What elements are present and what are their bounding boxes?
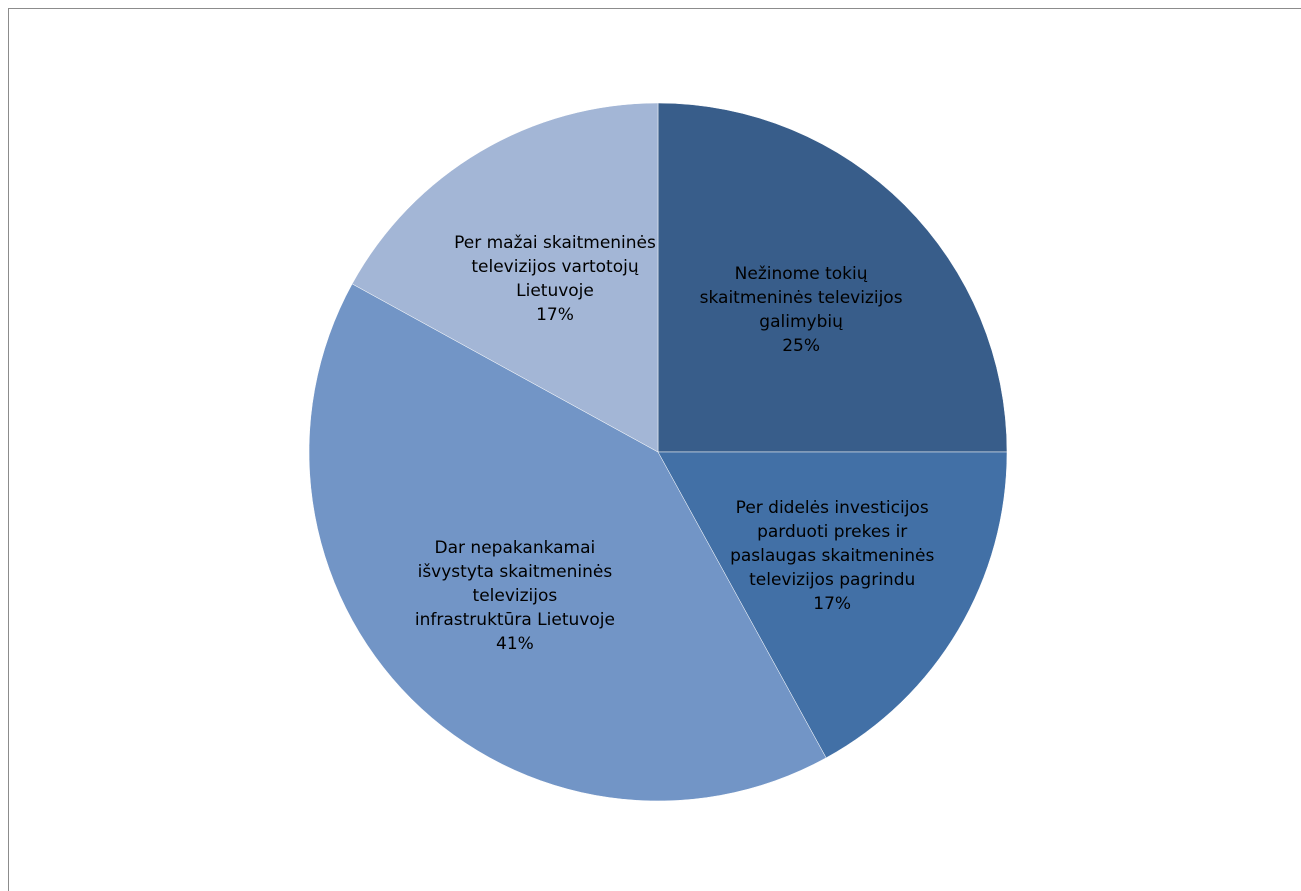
slice-category-label-line: televizijos bbox=[473, 586, 558, 606]
slice-category-label-line: Per mažai skaitmeninės bbox=[454, 233, 656, 253]
slice-category-label-line: galimybių bbox=[759, 312, 843, 332]
slice-category-label-line: infrastruktūra Lietuvoje bbox=[415, 610, 615, 630]
slice-category-label-line: Nežinome tokių bbox=[735, 264, 868, 284]
slice-category-label-line: televizijos pagrindu bbox=[749, 570, 915, 590]
slice-category-label-line: Dar nepakankamai bbox=[435, 538, 596, 558]
pie-slice-3 bbox=[351, 102, 659, 453]
slice-category-label-line: televizijos vartotojų bbox=[471, 257, 638, 277]
slice-category-label-line: parduoti prekes ir bbox=[757, 522, 907, 542]
pie-slice-1 bbox=[657, 451, 1008, 759]
slice-category-label-line: išvystyta skaitmeninės bbox=[418, 562, 613, 582]
slice-percent-label: 17% bbox=[813, 594, 851, 614]
slice-category-label-line: Lietuvoje bbox=[516, 281, 594, 301]
slice-percent-label: 17% bbox=[536, 305, 574, 325]
slice-percent-label: 25% bbox=[782, 336, 820, 356]
slice-label-0: Nežinome tokių skaitmeninės televizijos ga… bbox=[700, 264, 903, 356]
slice-label-1: Per didelės investicijos parduoti prekes … bbox=[730, 498, 934, 614]
pie-slice-2 bbox=[308, 283, 827, 802]
pie-slice-0 bbox=[657, 102, 1008, 453]
pie-labels: Nežinome tokių skaitmeninės televizijos ga… bbox=[415, 233, 935, 654]
slice-category-label-line: Per didelės investicijos bbox=[736, 498, 929, 518]
slice-label-3: Per mažai skaitmeninės televizijos vartot… bbox=[454, 233, 656, 325]
pie-slices bbox=[308, 102, 1008, 802]
slice-percent-label: 41% bbox=[496, 634, 534, 654]
slice-label-2: Dar nepakankamai išvystyta skaitmeninės te… bbox=[415, 538, 615, 654]
slice-category-label-line: paslaugas skaitmeninės bbox=[730, 546, 934, 566]
slice-category-label-line: skaitmeninės televizijos bbox=[700, 288, 903, 308]
